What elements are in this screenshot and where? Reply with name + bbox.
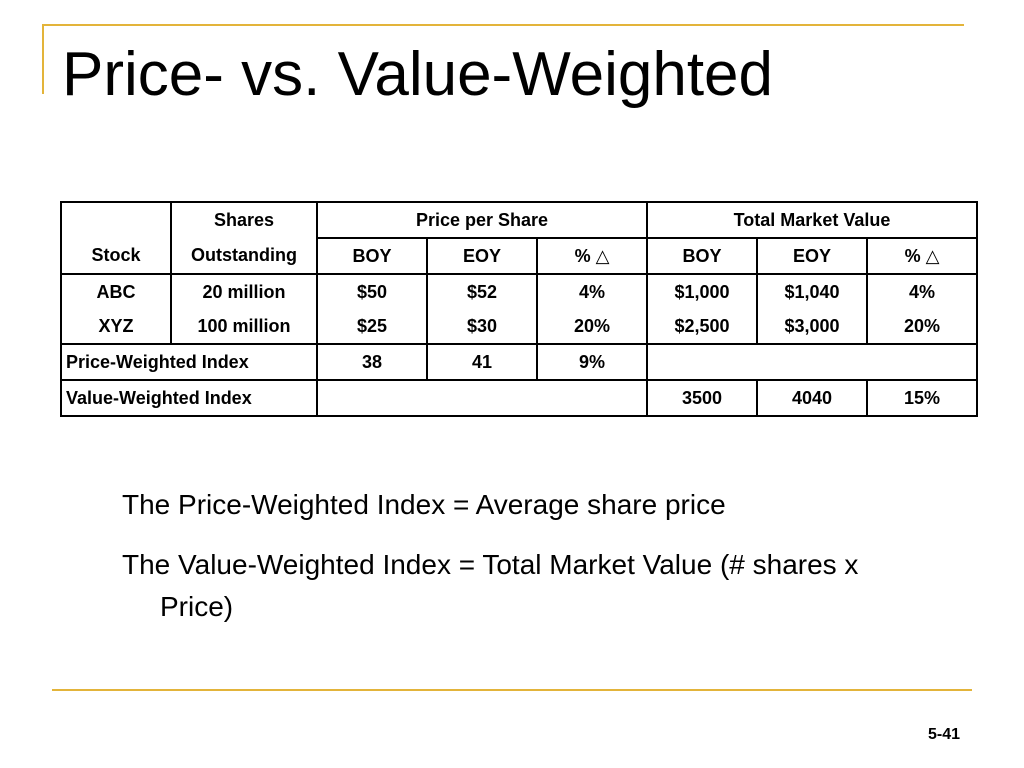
header-row-2: Stock Outstanding BOY EOY % △ BOY EOY % … — [60, 238, 978, 275]
frame-top-line — [42, 24, 964, 26]
price-weighted-index-label: Price-Weighted Index — [60, 344, 318, 381]
value-eoy-cell: $3,000 — [756, 309, 868, 345]
stock-cell: ABC — [60, 274, 172, 309]
value-index-boy: 3500 — [646, 380, 758, 417]
bullet-value-weighted: The Value-Weighted Index = Total Market … — [122, 549, 859, 622]
header-row-1: Shares Price per Share Total Market Valu… — [60, 201, 978, 239]
price-pct-cell: 20% — [536, 309, 648, 345]
index-comparison-table: Shares Price per Share Total Market Valu… — [60, 201, 978, 417]
table-row: ABC 20 million $50 $52 4% $1,000 $1,040 … — [60, 274, 978, 309]
header-value-boy: BOY — [646, 238, 758, 275]
value-boy-cell: $2,500 — [646, 309, 758, 345]
price-boy-cell: $25 — [316, 309, 428, 345]
value-weighted-index-label: Value-Weighted Index — [60, 380, 318, 417]
header-price-pct: % △ — [536, 238, 648, 275]
price-eoy-cell: $30 — [426, 309, 538, 345]
header-shares-line1: Shares — [170, 201, 318, 238]
bullet-price-weighted: The Price-Weighted Index = Average share… — [122, 489, 726, 520]
header-price-eoy: EOY — [426, 238, 538, 275]
value-pct-cell: 20% — [866, 309, 978, 345]
header-price-boy: BOY — [316, 238, 428, 275]
header-shares-line2: Outstanding — [170, 238, 318, 275]
frame-left-line — [42, 24, 44, 94]
header-stock-blank — [60, 201, 172, 238]
value-index-pct: 15% — [866, 380, 978, 417]
slide-title: Price- vs. Value-Weighted — [62, 40, 774, 109]
price-index-empty — [646, 344, 978, 381]
stock-cell: XYZ — [60, 309, 172, 345]
value-pct-cell: 4% — [866, 274, 978, 309]
shares-cell: 100 million — [170, 309, 318, 345]
footer-line — [52, 689, 972, 691]
header-value-pct: % △ — [866, 238, 978, 275]
header-total-market-value: Total Market Value — [646, 201, 978, 239]
price-eoy-cell: $52 — [426, 274, 538, 309]
price-pct-cell: 4% — [536, 274, 648, 309]
price-boy-cell: $50 — [316, 274, 428, 309]
header-stock: Stock — [60, 238, 172, 275]
table-row: XYZ 100 million $25 $30 20% $2,500 $3,00… — [60, 309, 978, 345]
slide-number: 5-41 — [927, 726, 960, 743]
price-index-boy: 38 — [316, 344, 428, 381]
price-index-pct: 9% — [536, 344, 648, 381]
shares-cell: 20 million — [170, 274, 318, 309]
value-eoy-cell: $1,040 — [756, 274, 868, 309]
bullet-list: The Price-Weighted Index = Average share… — [122, 484, 902, 646]
value-weighted-index-row: Value-Weighted Index 3500 4040 15% — [60, 380, 978, 417]
value-boy-cell: $1,000 — [646, 274, 758, 309]
header-price-per-share: Price per Share — [316, 201, 648, 239]
price-index-eoy: 41 — [426, 344, 538, 381]
header-value-eoy: EOY — [756, 238, 868, 275]
price-weighted-index-row: Price-Weighted Index 38 41 9% — [60, 344, 978, 381]
value-index-empty — [316, 380, 648, 417]
value-index-eoy: 4040 — [756, 380, 868, 417]
